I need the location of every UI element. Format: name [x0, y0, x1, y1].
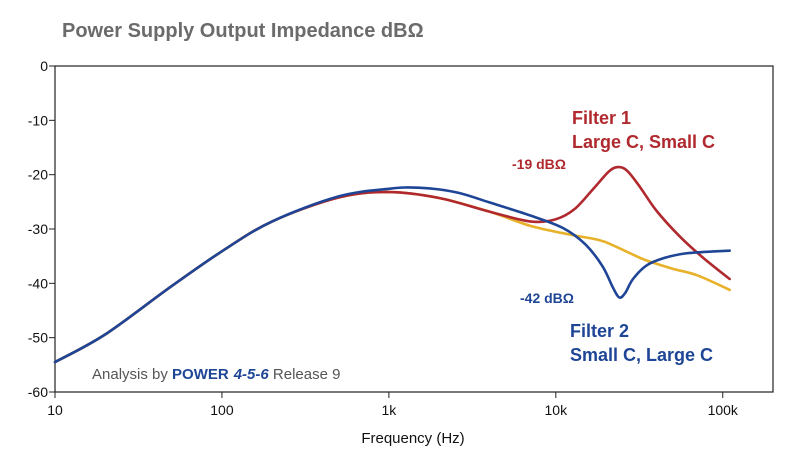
- filter2-dip-label: -42 dBΩ: [520, 290, 574, 306]
- x-tick-label: 10k: [545, 402, 569, 418]
- y-tick-label: -40: [28, 275, 48, 291]
- x-axis-label: Frequency (Hz): [361, 430, 464, 447]
- filter2-title: Filter 2: [570, 321, 629, 341]
- y-tick-label: -60: [28, 384, 48, 400]
- series-filter2-curve: [53, 186, 731, 364]
- x-tick-label: 100k: [708, 402, 739, 418]
- x-tick-label: 100: [210, 402, 234, 418]
- credit-brand: POWER: [172, 366, 229, 383]
- filter1-peak-label: -19 dBΩ: [512, 156, 566, 172]
- credit-prefix: Analysis by: [92, 366, 172, 383]
- chart-title: Power Supply Output Impedance dBΩ: [62, 20, 424, 42]
- filter1-title: Filter 1: [572, 108, 631, 128]
- plot-frame: [54, 65, 774, 393]
- filter1-subtitle: Large C, Small C: [572, 132, 715, 152]
- y-tick-label: 0: [40, 58, 48, 74]
- y-tick-label: -30: [28, 221, 48, 237]
- x-tick-label: 1k: [381, 402, 397, 418]
- credit-suffix: Release 9: [269, 366, 341, 383]
- filter2-subtitle: Small C, Large C: [570, 345, 713, 365]
- analysis-credit: Analysis by POWER 4-5-6 Release 9: [92, 366, 340, 383]
- credit-version: 4-5-6: [233, 366, 270, 383]
- x-tick-label: 10: [47, 402, 63, 418]
- y-tick-label: -20: [28, 167, 48, 183]
- y-tick-label: -50: [28, 330, 48, 346]
- y-tick-label: -10: [28, 112, 48, 128]
